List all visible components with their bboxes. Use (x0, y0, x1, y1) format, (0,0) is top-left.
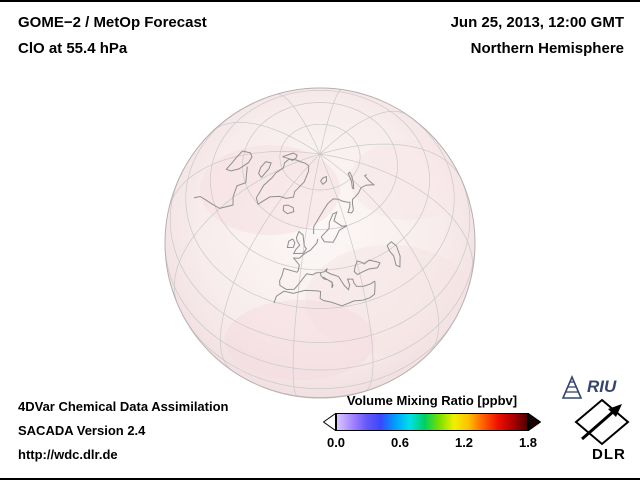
dlr-emblem-icon (574, 398, 630, 446)
riu-logo: RIU (560, 374, 616, 400)
title-block: GOME−2 / MetOp Forecast ClO at 55.4 hPa (18, 10, 207, 62)
product-title: GOME−2 / MetOp Forecast (18, 14, 207, 31)
website-url: http://wdc.dlr.de (18, 447, 118, 462)
clo-field-shading (200, 140, 475, 380)
colorbar-gradient (336, 413, 528, 431)
colorbar-ticks: 0.0 0.6 1.2 1.8 (327, 435, 537, 451)
colorbar-title: Volume Mixing Ratio [ppbv] (346, 393, 518, 408)
datetime-label: Jun 25, 2013, 12:00 GMT (450, 14, 624, 31)
version-label: SACADA Version 2.4 (18, 423, 146, 438)
riu-label: RIU (587, 377, 617, 396)
colorbar-left-arrow-icon (323, 413, 336, 431)
attribution-block: 4DVar Chemical Data Assimilation SACADA … (18, 395, 229, 467)
colorbar-tick: 0.0 (326, 435, 346, 450)
dlr-label: DLR (592, 446, 626, 463)
colorbar-tick: 1.8 (518, 435, 538, 450)
colorbar: Volume Mixing Ratio [ppbv] 0.0 0.6 1.2 1… (323, 393, 541, 451)
datetime-block: Jun 25, 2013, 12:00 GMT Northern Hemisph… (451, 10, 624, 62)
frame-bottom-border (0, 478, 640, 480)
hemisphere-label: Northern Hemisphere (470, 40, 624, 57)
colorbar-tick: 0.6 (390, 435, 410, 450)
species-level: ClO at 55.4 hPa (18, 40, 128, 57)
riu-emblem-icon (561, 374, 583, 399)
colorbar-right-arrow-icon (528, 413, 541, 431)
assimilation-label: 4DVar Chemical Data Assimilation (18, 399, 229, 414)
colorbar-tick: 1.2 (454, 435, 474, 450)
frame-top-border (0, 0, 640, 2)
